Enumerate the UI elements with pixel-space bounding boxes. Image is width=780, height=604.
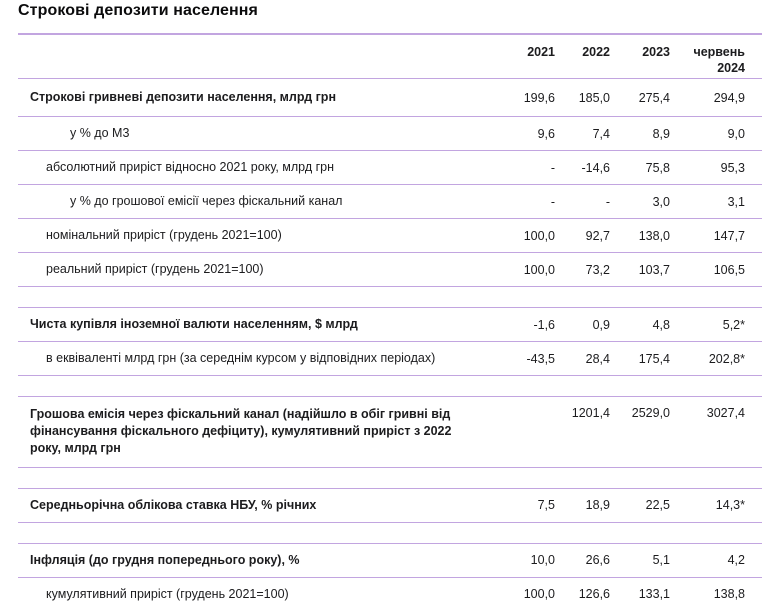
- table-spacer-row: [18, 523, 762, 544]
- row-value: 26,6: [585, 553, 610, 568]
- row-label: Грошова емісія через фіскальний канал (н…: [30, 407, 452, 455]
- header-col-2021: 2021: [527, 45, 555, 59]
- row-label: у % до М3: [70, 126, 130, 141]
- row-value: 75,8: [645, 160, 670, 175]
- row-label: Чиста купівля іноземної валюти населення…: [30, 317, 358, 332]
- row-value: 3,0: [652, 194, 670, 209]
- row-value: 3,1: [727, 194, 745, 209]
- row-value: 100,0: [523, 228, 555, 243]
- row-value: 7,4: [592, 126, 610, 141]
- row-label: номінальний приріст (грудень 2021=100): [46, 228, 282, 243]
- header-col-june-2024: червень 2024: [693, 45, 745, 76]
- table-row: Середньорічна облікова ставка НБУ, % річ…: [18, 489, 762, 523]
- row-label: Інфляція (до грудня попереднього року), …: [30, 552, 300, 567]
- row-label: кумулятивний приріст (грудень 2021=100): [46, 586, 289, 601]
- row-value: 202,8*: [708, 351, 745, 366]
- row-value: -43,5: [526, 351, 556, 366]
- row-label: Середньорічна облікова ставка НБУ, % річ…: [30, 497, 317, 512]
- row-value: 126,6: [578, 587, 610, 602]
- row-value: 5,1: [652, 553, 670, 568]
- row-value: 0,9: [592, 317, 610, 332]
- row-label: Строкові гривневі депозити населення, мл…: [30, 90, 336, 105]
- row-value: -14,6: [581, 160, 611, 175]
- row-value: 133,1: [638, 587, 670, 602]
- table-row: в еквіваленті млрд грн (за середнім курс…: [18, 342, 762, 376]
- row-value: 14,3*: [715, 498, 745, 513]
- row-label: в еквіваленті млрд грн (за середнім курс…: [46, 351, 436, 366]
- row-value: 1201,4: [571, 406, 610, 420]
- row-value: 147,7: [713, 228, 745, 243]
- table-row: у % до М3 9,6 7,4 8,9 9,0: [18, 117, 762, 151]
- table-spacer-row: [18, 468, 762, 489]
- table-row: абсолютний приріст відносно 2021 року, м…: [18, 151, 762, 185]
- page-title: Строкові депозити населення: [18, 2, 258, 19]
- row-value: 106,5: [713, 262, 745, 277]
- row-value: 4,2: [727, 553, 745, 568]
- row-value: 294,9: [713, 90, 745, 105]
- row-value: 3027,4: [706, 406, 745, 420]
- row-value: 9,0: [727, 126, 745, 141]
- row-label: реальний приріст (грудень 2021=100): [46, 262, 264, 277]
- row-value: 22,5: [645, 498, 670, 513]
- table-row: Строкові гривневі депозити населення, мл…: [18, 79, 762, 117]
- row-value: 9,6: [537, 126, 555, 141]
- row-value: 28,4: [585, 351, 610, 366]
- row-value: 100,0: [523, 587, 555, 602]
- row-value: -: [605, 194, 610, 209]
- row-value: 175,4: [638, 351, 670, 366]
- table-spacer-row: [18, 376, 762, 397]
- table-row: Інфляція (до грудня попереднього року), …: [18, 544, 762, 578]
- row-label: абсолютний приріст відносно 2021 року, м…: [46, 160, 334, 175]
- row-value: 138,8: [713, 587, 745, 602]
- row-value: 103,7: [638, 262, 670, 277]
- row-value: 2529,0: [631, 406, 670, 420]
- row-value: 73,2: [585, 262, 610, 277]
- row-value: 18,9: [585, 498, 610, 513]
- table-spacer-row: [18, 287, 762, 308]
- row-value: 138,0: [638, 228, 670, 243]
- row-value: 4,8: [652, 317, 670, 332]
- table-header-row: 2021 2022 2023 червень 2024: [18, 35, 762, 79]
- row-value: 92,7: [585, 228, 610, 243]
- deposits-table: 2021 2022 2023 червень 2024 Строкові гри…: [18, 33, 762, 604]
- table-row: кумулятивний приріст (грудень 2021=100) 1…: [18, 578, 762, 604]
- row-value: 7,5: [537, 498, 555, 513]
- header-col-2022: 2022: [582, 45, 610, 59]
- row-value: 185,0: [578, 90, 610, 105]
- table-row: реальний приріст (грудень 2021=100) 100,0…: [18, 253, 762, 287]
- row-value: 5,2*: [722, 317, 745, 332]
- row-value: 100,0: [523, 262, 555, 277]
- table-row: номінальний приріст (грудень 2021=100) 10…: [18, 219, 762, 253]
- header-col-2023: 2023: [642, 45, 670, 59]
- table-row: Чиста купівля іноземної валюти населення…: [18, 308, 762, 342]
- row-value: 8,9: [652, 126, 670, 141]
- row-value: 275,4: [638, 90, 670, 105]
- row-value: -: [550, 194, 555, 209]
- table-row: Грошова емісія через фіскальний канал (н…: [18, 397, 762, 468]
- table-row: у % до грошової емісії через фіскальний …: [18, 185, 762, 219]
- row-value: -: [550, 160, 555, 175]
- row-value: 199,6: [523, 90, 555, 105]
- row-value: -1,6: [533, 317, 555, 332]
- row-value: 10,0: [530, 553, 555, 568]
- row-label: у % до грошової емісії через фіскальний …: [70, 194, 343, 209]
- row-value: 95,3: [720, 160, 745, 175]
